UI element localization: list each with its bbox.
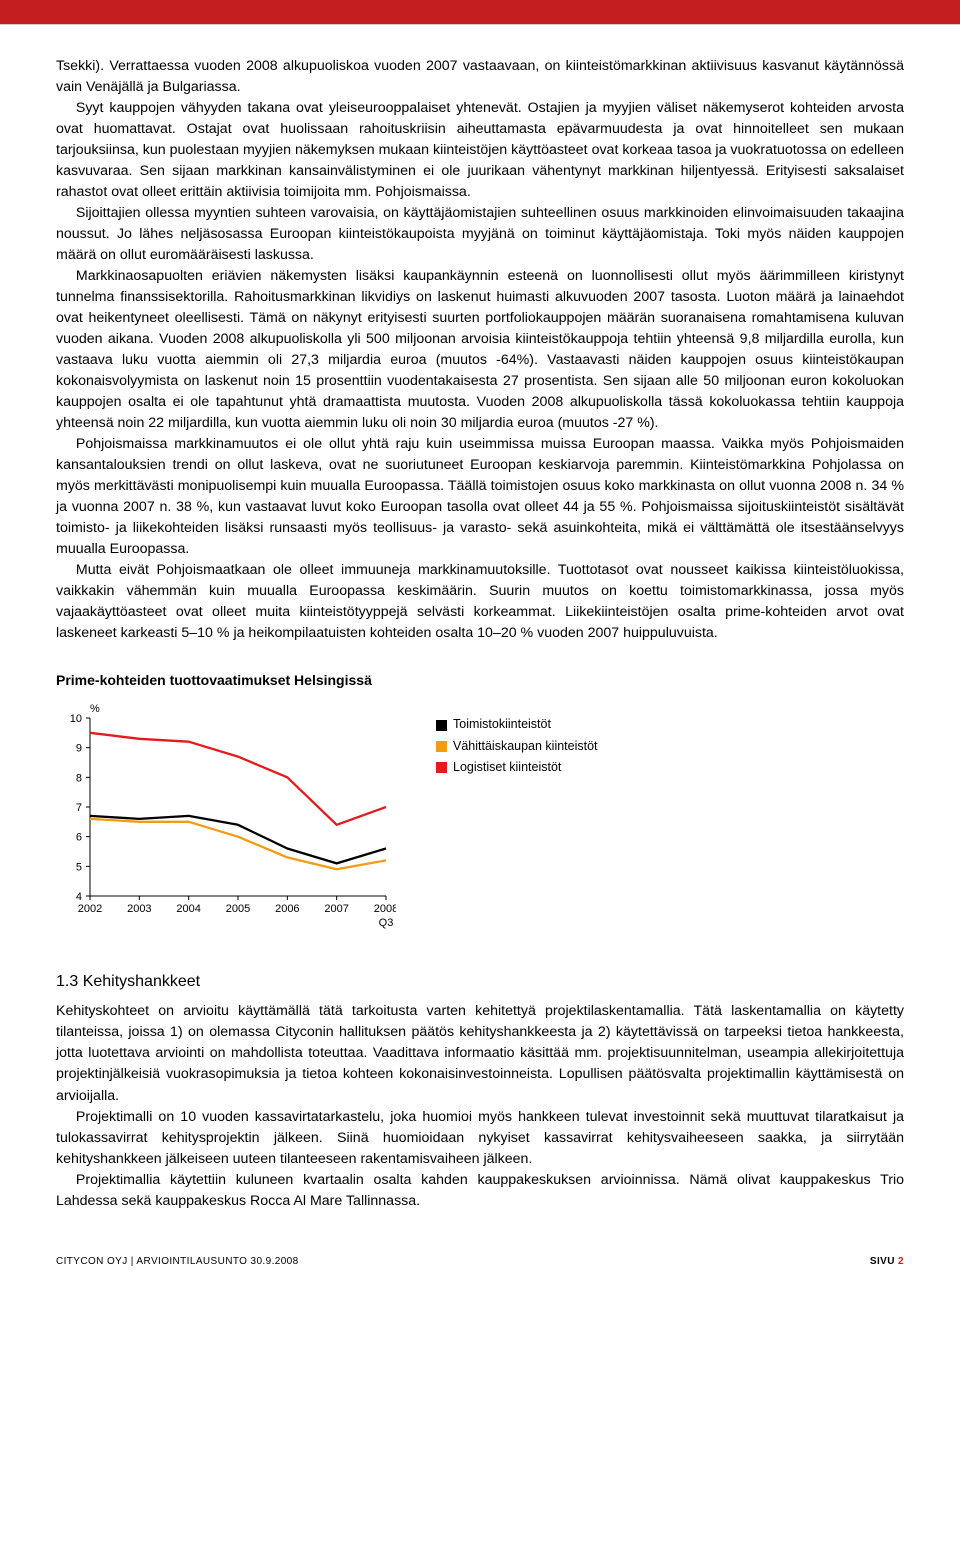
body-paragraph: Mutta eivät Pohjoismaatkaan ole olleet i… — [56, 560, 904, 644]
body-paragraph: Tsekki). Verrattaessa vuoden 2008 alkupu… — [56, 56, 904, 98]
footer-left-text: CITYCON OYJ | ARVIOINTILAUSUNTO 30.9.200… — [56, 1256, 299, 1267]
svg-text:6: 6 — [76, 832, 82, 844]
svg-text:5: 5 — [76, 862, 82, 874]
header-accent-bar — [0, 0, 960, 24]
body-paragraph: Sijoittajien ollessa myyntien suhteen va… — [56, 203, 904, 266]
body-paragraph: Projektimalli on 10 vuoden kassavirtatar… — [56, 1107, 904, 1170]
line-chart: % 4 5 6 7 8 9 10 2002 2003 2004 2005 2006 2007 2008 Q3 — [56, 700, 396, 945]
footer-page: SIVU 2 — [870, 1256, 904, 1267]
body-paragraph: Kehityskohteet on arvioitu käyttämällä t… — [56, 1001, 904, 1106]
svg-text:2006: 2006 — [275, 903, 299, 915]
svg-text:10: 10 — [70, 713, 82, 725]
svg-text:8: 8 — [76, 773, 82, 785]
svg-text:2005: 2005 — [226, 903, 250, 915]
svg-text:4: 4 — [76, 891, 82, 903]
page-number: 2 — [898, 1256, 904, 1267]
svg-text:2003: 2003 — [127, 903, 151, 915]
svg-text:2002: 2002 — [78, 903, 102, 915]
svg-text:2007: 2007 — [324, 903, 348, 915]
page-footer: CITYCON OYJ | ARVIOINTILAUSUNTO 30.9.200… — [56, 1256, 904, 1267]
svg-text:9: 9 — [76, 743, 82, 755]
svg-text:Q3: Q3 — [379, 917, 394, 929]
svg-text:%: % — [90, 703, 100, 715]
chart-title: Prime-kohteiden tuottovaatimukset Helsin… — [56, 672, 904, 688]
svg-text:7: 7 — [76, 802, 82, 814]
legend-item: Logistiset kiinteistöt — [436, 757, 598, 778]
document-body: Tsekki). Verrattaessa vuoden 2008 alkupu… — [56, 56, 904, 1267]
legend-label: Logistiset kiinteistöt — [453, 757, 561, 778]
body-paragraph: Pohjoismaissa markkinamuutos ei ole ollu… — [56, 434, 904, 560]
body-paragraph: Syyt kauppojen vähyyden takana ovat ylei… — [56, 98, 904, 203]
header-rule — [0, 24, 960, 25]
legend-item: Vähittäiskaupan kiinteistöt — [436, 736, 598, 757]
legend-label: Vähittäiskaupan kiinteistöt — [453, 736, 598, 757]
page-label: SIVU — [870, 1256, 895, 1267]
legend-item: Toimistokiinteistöt — [436, 714, 598, 735]
svg-text:2008: 2008 — [374, 903, 396, 915]
section-heading: 1.3 Kehityshankkeet — [56, 973, 904, 991]
chart-legend: Toimistokiinteistöt Vähittäiskaupan kiin… — [436, 700, 598, 778]
legend-swatch-icon — [436, 741, 447, 752]
svg-text:2004: 2004 — [176, 903, 200, 915]
body-paragraph: Markkinaosapuolten eriävien näkemysten l… — [56, 266, 904, 434]
legend-swatch-icon — [436, 762, 447, 773]
body-paragraph: Projektimallia käytettiin kuluneen kvart… — [56, 1170, 904, 1212]
chart-container: %456789102002200320042005200620072008Q3 … — [56, 700, 904, 945]
legend-label: Toimistokiinteistöt — [453, 714, 551, 735]
legend-swatch-icon — [436, 720, 447, 731]
